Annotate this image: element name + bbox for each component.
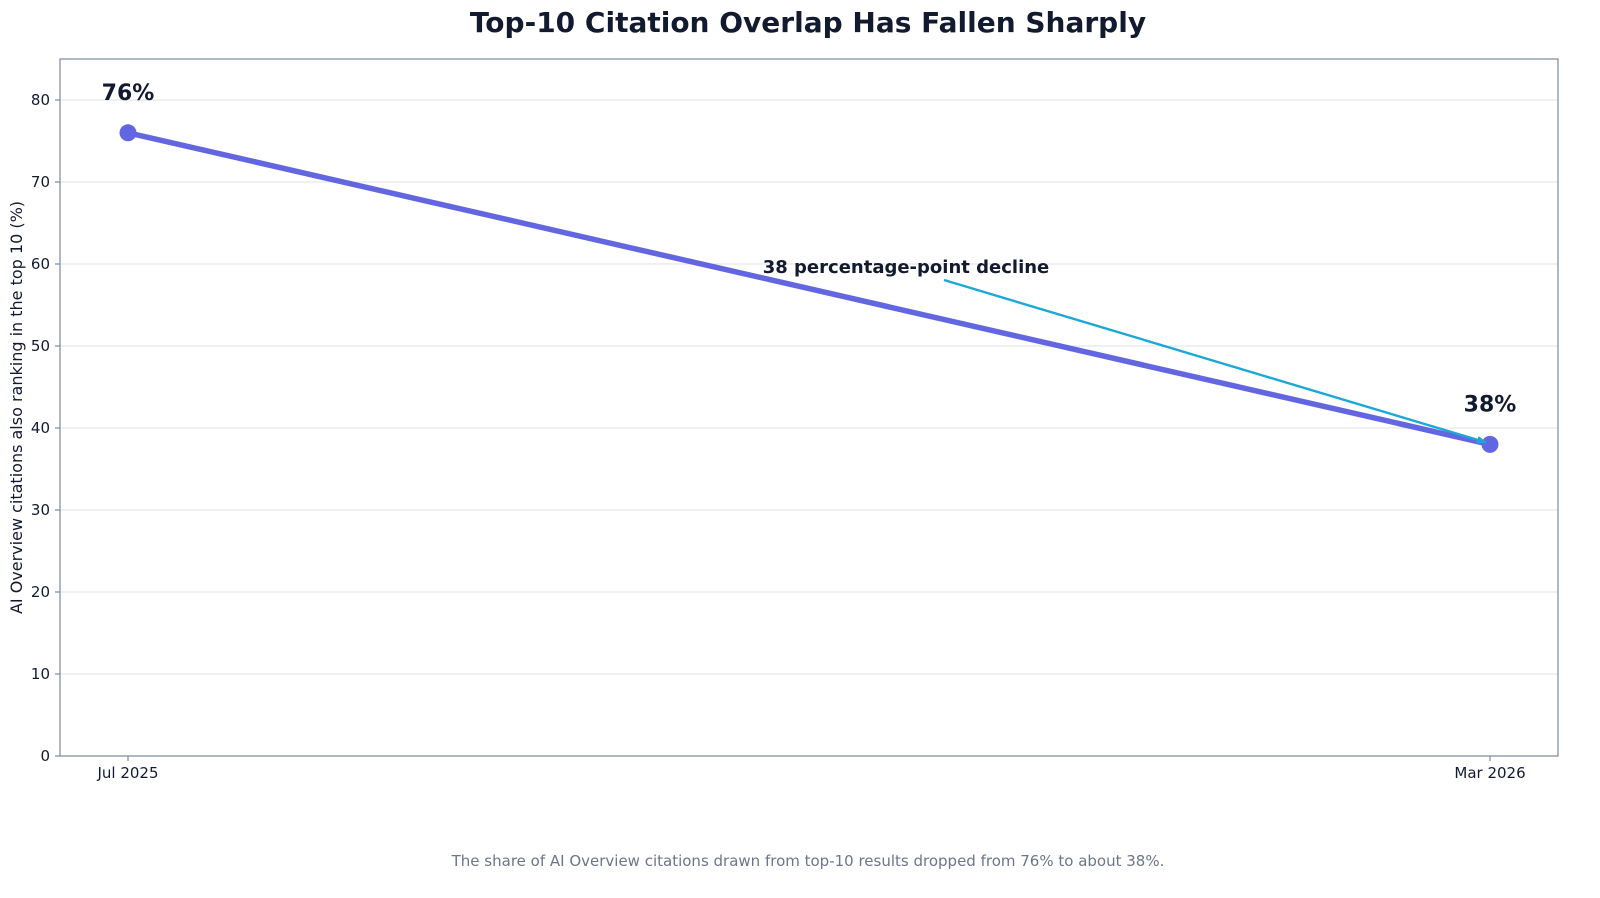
y-tick-label: 70 [31, 173, 50, 191]
chart-caption: The share of AI Overview citations drawn… [451, 852, 1165, 870]
y-tick-label: 80 [31, 91, 50, 109]
y-tick-label: 20 [31, 583, 50, 601]
x-tick-label: Jul 2025 [96, 764, 158, 782]
plot-frame [59, 58, 1559, 757]
y-tick-label: 40 [31, 419, 50, 437]
x-axis-ticks: Jul 2025 Mar 2026 [96, 756, 1526, 782]
y-tick-label: 60 [31, 255, 50, 273]
y-tick-label: 0 [40, 747, 50, 765]
series-layer: 76% 38% [102, 81, 1517, 453]
gridlines [60, 99, 1558, 675]
data-point [1481, 435, 1499, 453]
x-tick-label: Mar 2026 [1454, 764, 1525, 782]
data-point [119, 124, 137, 142]
chart-title: Top-10 Citation Overlap Has Fallen Sharp… [470, 6, 1146, 39]
y-axis-label: AI Overview citations also ranking in th… [7, 201, 26, 614]
y-tick-label: 10 [31, 665, 50, 683]
data-label: 76% [102, 81, 155, 106]
series-line [125, 130, 1493, 448]
annotation-text: 38 percentage-point decline [763, 257, 1050, 278]
y-tick-label: 50 [31, 337, 50, 355]
data-label: 38% [1464, 392, 1517, 417]
annotation-arrow [943, 278, 1487, 444]
y-axis-ticks: 0 10 20 30 40 50 60 70 80 [31, 91, 60, 765]
y-tick-label: 30 [31, 501, 50, 519]
